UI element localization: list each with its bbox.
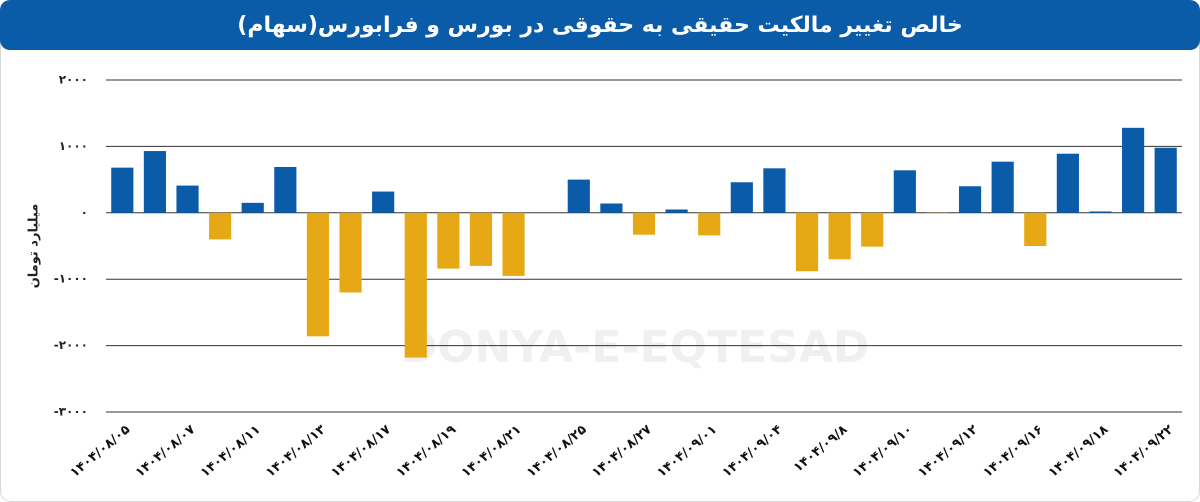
bar xyxy=(893,170,916,213)
bar xyxy=(958,186,982,213)
bar xyxy=(176,185,199,213)
bar xyxy=(274,166,297,213)
bar xyxy=(372,191,395,213)
bar xyxy=(437,212,460,269)
y-tick-label: ۲۰۰۰ xyxy=(59,73,88,87)
bar xyxy=(306,212,330,337)
bar xyxy=(502,212,525,276)
bar xyxy=(1154,147,1177,213)
bar xyxy=(241,202,264,213)
bar xyxy=(828,212,851,260)
bar xyxy=(698,212,721,236)
bar xyxy=(1024,212,1047,246)
bar xyxy=(1056,153,1079,213)
bar xyxy=(404,212,427,358)
chart-title: خالص تغییر مالکیت حقیقی به حقوقی در بورس… xyxy=(237,13,962,38)
bar xyxy=(991,161,1014,213)
bar xyxy=(1089,211,1112,213)
watermark: DONYA-E-EQTESAD xyxy=(401,322,870,373)
bar xyxy=(143,151,166,213)
bar xyxy=(665,209,688,213)
bar xyxy=(861,212,884,247)
bar xyxy=(730,182,753,213)
bar xyxy=(339,212,362,293)
y-tick-label: ۱۰۰۰ xyxy=(59,139,88,153)
bar xyxy=(600,203,623,213)
bar xyxy=(763,168,786,213)
y-tick-label: -۲۰۰۰ xyxy=(54,338,88,352)
y-tick-label: ۰ xyxy=(81,205,88,219)
bar xyxy=(795,212,819,272)
bar xyxy=(926,212,949,214)
title-bar xyxy=(0,0,1200,50)
bar xyxy=(632,212,656,235)
bar xyxy=(1122,127,1145,213)
bar xyxy=(567,179,590,213)
y-axis-label: میلیارد تومان xyxy=(27,204,42,289)
y-tick-label: -۱۰۰۰ xyxy=(54,272,88,286)
y-tick-label: -۳۰۰۰ xyxy=(54,405,88,419)
bar xyxy=(209,212,232,240)
bar xyxy=(111,167,134,213)
bar xyxy=(469,212,493,266)
